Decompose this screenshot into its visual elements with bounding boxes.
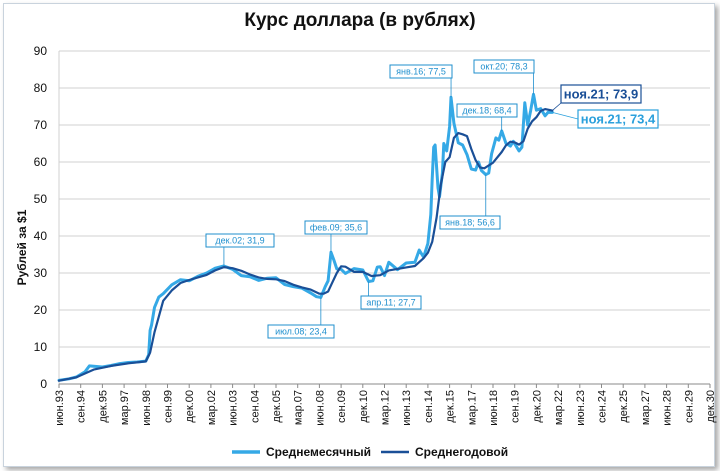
legend-label-1: Среднегодовой [415,445,508,459]
callout-box [205,233,275,248]
data-label: ноя.21; 73,9 [564,87,639,102]
x-tick-label: дек.00 [184,390,196,423]
x-tick-label: дек.20 [531,390,543,423]
x-tick-label: июн.18 [488,390,500,426]
callout-box [360,295,422,310]
x-tick-label: июн.98 [141,390,153,426]
callout-box [389,64,453,79]
data-label-callout: июл.08; 23,4 [267,297,335,339]
x-tick-label: дек.10 [358,390,370,423]
legend-label-0: Среднемесячный [266,445,371,459]
y-tick-label: 50 [34,192,48,206]
x-tick-label: мар.02 [206,390,218,425]
x-tick-label: сен.24 [597,390,609,423]
data-label: дек.02; 31,9 [215,236,264,246]
x-tick-label: июн.13 [401,390,413,426]
x-tick-label: сен.29 [683,390,695,423]
x-tick-label: дек.95 [97,390,109,423]
y-tick-label: 20 [34,303,48,317]
data-label-callout: ноя.21; 73,9 [552,84,642,111]
x-tick-label: мар.22 [553,390,565,425]
data-label: фев.09; 35,6 [310,223,362,233]
y-tick-label: 0 [40,377,47,391]
x-tick-label: дек.25 [618,390,630,423]
data-label: июл.08; 23,4 [275,327,327,337]
series-line-yearly [57,108,554,382]
legend: Среднемесячный Среднегодовой [232,445,508,459]
y-tick-label: 80 [34,81,48,95]
callout-box [456,103,518,118]
x-tick-label: июн.28 [662,390,674,426]
callout-box [304,220,368,235]
data-label-callout: фев.09; 35,6 [304,220,368,253]
x-tick-label: июн.08 [314,390,326,426]
data-label-callout: окт.20; 78,3 [473,59,535,95]
x-tick-label: сен.09 [336,390,348,423]
x-tick-label: июн.23 [575,390,587,426]
y-tick-label: 10 [34,340,48,354]
data-label-callout: апр.11; 27,7 [360,281,422,310]
y-tick-label: 40 [34,229,48,243]
data-label: янв.16; 77,5 [396,67,446,77]
y-tick-label: 90 [34,44,48,58]
y-tick-label: 70 [34,118,48,132]
x-tick-label: мар.27 [640,390,652,425]
data-label: окт.20; 78,3 [480,62,527,72]
data-label: ноя.21; 73,4 [581,112,656,127]
x-tick-label: мар.07 [293,390,305,425]
y-axis-label: Рублей за $1 [15,209,29,285]
axis-layer: 0 10 20 30 40 50 60 70 80 90 июн.93 сен.94 дек.95 мар… [15,44,717,426]
data-label: дек.18; 68,4 [462,106,511,116]
callout-box [267,324,335,339]
chart-title: Курс доллара (в рублях) [244,10,476,31]
x-tick-label: мар.97 [119,390,131,425]
data-label: апр.11; 27,7 [366,298,415,308]
x-tick-label: дек.05 [271,390,283,423]
x-tick-label: июн.03 [228,390,240,426]
x-tick-label: июн.93 [54,390,66,426]
x-tick-label: мар.12 [380,390,392,425]
annotation-layer: дек.02; 31,9 июл.08; 23,4 фев.09; 35,6 апр.… [205,59,659,339]
callout-leader-line [552,102,562,111]
data-label-callout: ноя.21; 73,4 [552,109,659,129]
x-tick-label: дек.30 [705,390,717,423]
x-tick-label: мар.17 [466,390,478,425]
callout-box [560,84,642,104]
x-tick-label: сен.94 [76,390,88,423]
data-label-callout: янв.18; 56,6 [439,174,501,230]
x-tick-label: дек.15 [445,390,457,423]
callout-box [473,59,535,74]
chart-frame [3,3,715,467]
y-tick-label: 60 [34,155,48,169]
callout-box [577,109,659,129]
x-tick-label: сен.04 [249,390,261,423]
x-tick-label: сен.14 [423,390,435,423]
x-tick-label: сен.99 [163,390,175,423]
x-tick-label: сен.19 [510,390,522,423]
data-label-callout: дек.18; 68,4 [456,103,518,131]
y-tick-label: 30 [34,266,48,280]
series-line-monthly [57,92,554,382]
callout-box [439,215,501,230]
series-layer [57,92,554,382]
data-label-callout: дек.02; 31,9 [205,233,275,266]
callout-leader-line [552,112,579,120]
data-label-callout: янв.16; 77,5 [389,64,453,98]
data-label: янв.18; 56,6 [445,218,495,228]
